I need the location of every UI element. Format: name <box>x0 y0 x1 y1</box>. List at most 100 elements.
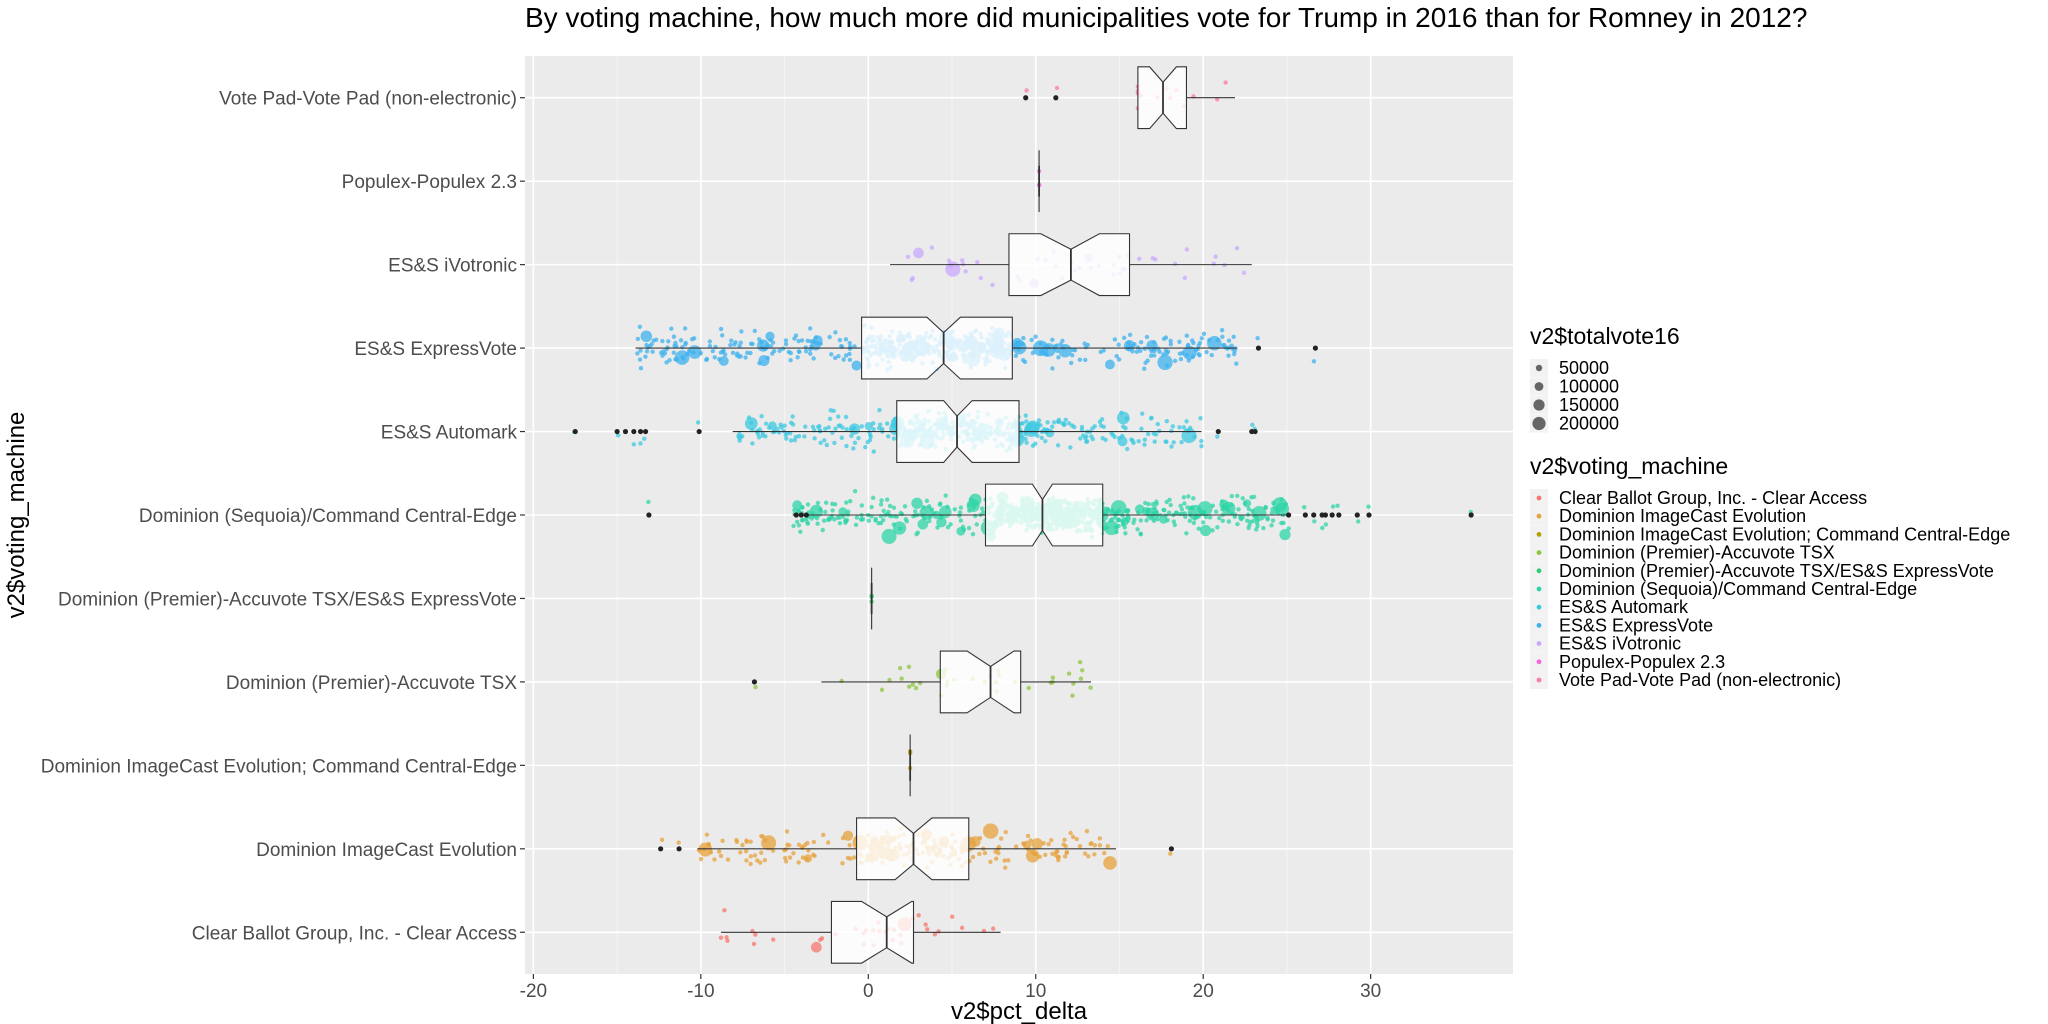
point-dominion-sequoia-command-central-edge <box>903 516 909 522</box>
point-clear-ballot-group-inc-clear-access <box>819 936 825 941</box>
point-dominion-premier-accuvote-tsx <box>1078 676 1084 681</box>
point-clear-ballot-group-inc-clear-access <box>925 927 930 932</box>
point-dominion-sequoia-command-central-edge <box>814 515 820 521</box>
point-es-s-expressvote <box>765 331 775 341</box>
point-dominion-imagecast-evolution <box>840 861 845 866</box>
box-dominion-sequoia-command-central-edge <box>984 483 1104 547</box>
point-dominion-sequoia-command-central-edge <box>1187 518 1192 523</box>
point-dominion-sequoia-command-central-edge <box>844 500 849 505</box>
point-dominion-imagecast-evolution <box>1103 856 1117 870</box>
point-es-s-expressvote <box>818 341 823 346</box>
point-dominion-sequoia-command-central-edge <box>958 505 964 510</box>
point-es-s-automark <box>1181 425 1187 430</box>
point-es-s-automark <box>864 421 873 431</box>
point-es-s-expressvote <box>1126 340 1131 345</box>
point-dominion-sequoia-command-central-edge <box>815 500 821 506</box>
point-dominion-sequoia-command-central-edge <box>809 516 814 521</box>
point-es-s-expressvote <box>665 345 670 350</box>
point-es-s-expressvote <box>1138 339 1144 345</box>
point-es-s-automark <box>877 407 882 413</box>
point-es-s-automark <box>1145 431 1151 437</box>
point-dominion-sequoia-command-central-edge <box>1142 506 1151 516</box>
point-es-s-expressvote <box>660 338 665 344</box>
point-es-s-expressvote <box>1209 352 1214 358</box>
point-dominion-imagecast-evolution <box>1082 851 1088 856</box>
point-clear-ballot-group-inc-clear-access <box>949 914 955 919</box>
point-dominion-imagecast-evolution <box>840 835 846 841</box>
point-es-s-expressvote <box>683 340 688 346</box>
point-es-s-expressvote <box>720 349 725 354</box>
point-es-s-expressvote <box>680 345 685 350</box>
point-dominion-sequoia-command-central-edge <box>912 509 918 514</box>
point-dominion-imagecast-evolution <box>759 850 764 855</box>
point-dominion-sequoia-command-central-edge <box>921 505 926 510</box>
point-dominion-imagecast-evolution <box>796 842 802 847</box>
point-dominion-imagecast-evolution <box>1070 834 1076 840</box>
point-es-s-expressvote <box>1142 346 1147 351</box>
point-es-s-expressvote <box>1082 341 1087 346</box>
point-dominion-sequoia-command-central-edge <box>1138 531 1143 536</box>
point-dominion-sequoia-command-central-edge <box>1181 495 1187 500</box>
point-es-s-expressvote <box>718 326 724 332</box>
point-es-s-expressvote <box>847 346 853 352</box>
outlier-point <box>1255 345 1262 351</box>
point-es-s-expressvote <box>658 350 664 356</box>
point-dominion-sequoia-command-central-edge <box>1254 515 1259 520</box>
point-dominion-premier-accuvote-tsx <box>1026 685 1032 691</box>
point-es-s-expressvote <box>1046 344 1051 350</box>
point-dominion-premier-accuvote-tsx <box>897 665 903 671</box>
point-es-s-automark <box>891 436 897 441</box>
point-es-s-expressvote <box>1311 359 1317 364</box>
point-dominion-sequoia-command-central-edge <box>937 502 943 507</box>
color-legend-label: Dominion (Premier)-Accuvote TSX/ES&S Exp… <box>1559 561 1994 581</box>
outlier-point <box>1286 512 1292 518</box>
outlier-point <box>646 512 652 518</box>
point-es-s-automark <box>784 436 789 441</box>
color-legend-key <box>1536 568 1542 574</box>
point-dominion-imagecast-evolution <box>847 842 852 848</box>
point-es-s-automark <box>1092 424 1097 429</box>
point-dominion-sequoia-command-central-edge <box>974 522 979 527</box>
point-es-s-automark <box>1024 427 1030 432</box>
point-dominion-imagecast-evolution <box>977 851 982 857</box>
point-es-s-ivotronic <box>1184 247 1190 252</box>
point-dominion-sequoia-command-central-edge <box>853 522 859 527</box>
point-clear-ballot-group-inc-clear-access <box>916 913 921 918</box>
point-dominion-sequoia-command-central-edge <box>817 507 823 512</box>
point-es-s-expressvote <box>748 350 753 356</box>
point-es-s-automark <box>1188 425 1193 431</box>
point-es-s-expressvote <box>674 350 690 365</box>
x-tick-label: -10 <box>687 981 714 1002</box>
point-es-s-automark <box>884 421 890 426</box>
point-es-s-automark <box>1171 440 1176 445</box>
point-dominion-sequoia-command-central-edge <box>914 532 919 537</box>
point-es-s-ivotronic <box>1234 245 1240 251</box>
point-dominion-sequoia-command-central-edge <box>981 510 986 515</box>
point-dominion-sequoia-command-central-edge <box>887 503 893 509</box>
point-es-s-expressvote <box>1219 327 1225 333</box>
point-dominion-sequoia-command-central-edge <box>1272 497 1288 512</box>
point-dominion-sequoia-command-central-edge <box>1153 509 1159 515</box>
point-dominion-imagecast-evolution <box>698 856 704 862</box>
point-es-s-expressvote <box>735 351 740 356</box>
point-dominion-sequoia-command-central-edge <box>1110 517 1115 522</box>
point-es-s-expressvote <box>1222 342 1227 348</box>
point-es-s-automark <box>1164 439 1169 444</box>
point-es-s-expressvote <box>1178 356 1184 362</box>
point-es-s-expressvote <box>797 349 802 354</box>
point-es-s-automark <box>750 441 755 446</box>
point-es-s-automark <box>1024 419 1029 424</box>
point-es-s-automark <box>792 438 798 443</box>
point-dominion-sequoia-command-central-edge <box>859 503 865 508</box>
color-legend-key <box>1536 677 1542 683</box>
point-clear-ballot-group-inc-clear-access <box>810 941 822 953</box>
point-dominion-sequoia-command-central-edge <box>1254 527 1259 532</box>
point-es-s-ivotronic <box>929 245 935 250</box>
point-dominion-imagecast-evolution <box>725 857 731 862</box>
point-es-s-automark <box>1078 436 1083 441</box>
point-es-s-automark <box>778 422 783 427</box>
point-es-s-automark <box>1024 422 1039 438</box>
color-legend: v2$voting_machine Clear Ballot Group, In… <box>1530 453 2010 690</box>
point-es-s-expressvote <box>1041 343 1056 357</box>
